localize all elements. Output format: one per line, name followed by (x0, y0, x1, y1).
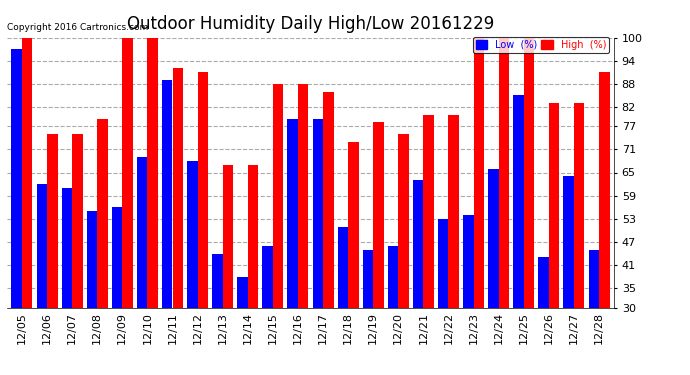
Bar (223, 165, 233, 308)
Bar (524, 38, 534, 308)
Bar (212, 254, 223, 308)
Bar (97, 118, 108, 308)
Bar (187, 161, 197, 308)
Bar (348, 142, 359, 308)
Bar (72, 134, 83, 308)
Bar (549, 103, 560, 308)
Bar (162, 80, 172, 308)
Bar (37, 184, 47, 308)
Bar (197, 72, 208, 308)
Bar (574, 103, 584, 308)
Bar (148, 38, 158, 308)
Bar (599, 72, 609, 308)
Bar (87, 211, 97, 308)
Bar (248, 165, 258, 308)
Bar (237, 277, 248, 308)
Bar (424, 115, 434, 308)
Bar (12, 49, 22, 308)
Bar (413, 180, 424, 308)
Bar (337, 226, 348, 308)
Bar (112, 207, 122, 308)
Bar (172, 68, 183, 308)
Bar (47, 134, 57, 308)
Bar (273, 84, 284, 308)
Bar (463, 215, 473, 308)
Bar (388, 246, 398, 308)
Bar (22, 38, 32, 308)
Bar (538, 257, 549, 307)
Bar (564, 176, 574, 308)
Bar (488, 169, 499, 308)
Bar (363, 250, 373, 308)
Bar (298, 84, 308, 308)
Bar (398, 134, 409, 308)
Bar (288, 118, 298, 308)
Bar (262, 246, 273, 308)
Bar (122, 38, 133, 308)
Bar (373, 122, 384, 308)
Bar (499, 38, 509, 308)
Bar (448, 115, 459, 308)
Bar (473, 38, 484, 308)
Bar (438, 219, 449, 308)
Bar (313, 118, 323, 308)
Bar (323, 92, 333, 308)
Legend: Low  (%), High  (%): Low (%), High (%) (473, 37, 609, 53)
Bar (61, 188, 72, 308)
Bar (137, 157, 148, 308)
Bar (589, 250, 599, 308)
Bar (513, 95, 524, 308)
Text: Outdoor Humidity Daily High/Low 20161229: Outdoor Humidity Daily High/Low 20161229 (127, 15, 494, 33)
Text: Copyright 2016 Cartronics.com: Copyright 2016 Cartronics.com (7, 23, 148, 32)
